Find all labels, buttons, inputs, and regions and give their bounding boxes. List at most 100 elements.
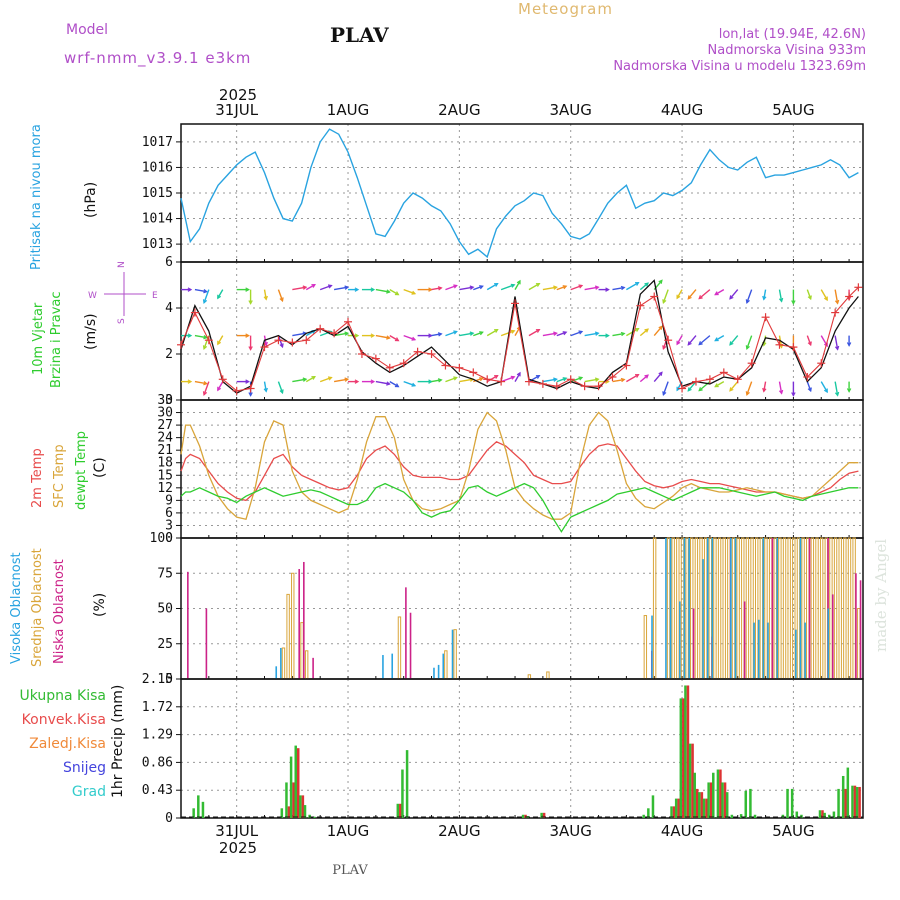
wind-arrow-head: [714, 337, 719, 342]
mid-cloud-bar: [703, 537, 708, 680]
wind-arrow: [445, 376, 457, 383]
wind-arrow: [612, 378, 625, 383]
y-tick-label: 1017: [142, 135, 173, 150]
wind-arrow-head: [807, 295, 812, 301]
wind-arrow-head: [469, 331, 475, 336]
y-tick-label: 0.43: [142, 783, 173, 798]
conv-precip-bar: [858, 786, 861, 818]
wind-arrow: [217, 381, 224, 391]
wind-arrow-head: [791, 392, 796, 397]
bottom-year-label: 2025: [219, 839, 257, 857]
y-tick-label: 2.15: [142, 672, 173, 687]
wind-arrow: [445, 330, 457, 337]
wind-arrow-head: [553, 285, 558, 290]
total-precip-bar: [396, 803, 400, 818]
y-tick-label: 2: [165, 347, 173, 362]
wind-arrow: [277, 289, 284, 302]
model-name: wrf-nmm_v3.9.1 e3km: [64, 49, 251, 68]
conv-precip-bar: [719, 769, 722, 818]
mid-cloud-bar: [843, 537, 847, 680]
wind-arrow: [542, 286, 557, 291]
high-cloud-bar: [711, 538, 714, 679]
conv-precip-bar: [292, 782, 295, 818]
wind-arrow-head: [202, 391, 208, 396]
wind-arrow-head: [370, 333, 376, 338]
wind-arrow-head: [823, 342, 828, 348]
wind-arrow-head: [217, 294, 222, 300]
mid-cloud-bar: [291, 572, 295, 680]
wind-arrow-head: [729, 341, 734, 346]
precip-legend-item: Konvek.Kisa: [22, 712, 106, 728]
wind-arrow: [698, 289, 711, 300]
panel-frame: [180, 399, 864, 539]
mid-cloud-bar: [286, 593, 290, 680]
wind-arrow-head: [834, 299, 840, 305]
mid-cloud-bar: [397, 616, 402, 680]
high-cloud-bar: [757, 619, 760, 679]
high-cloud-bar: [804, 622, 806, 679]
total-precip-bar: [716, 769, 720, 818]
mid-cloud-bar: [782, 537, 787, 680]
total-precip-bar: [651, 795, 655, 818]
wind-arrow-head: [202, 299, 208, 304]
panel-pressure: 1013 1014 1015 1016 1017: [142, 123, 864, 263]
total-precip-bar: [823, 812, 826, 818]
wind-arrow: [556, 331, 567, 337]
wind-arrow: [305, 375, 316, 383]
total-precip-bar: [280, 808, 284, 818]
total-precip-bar: [401, 769, 404, 818]
total-precip-bar: [841, 775, 845, 818]
wind-arrow: [389, 288, 399, 296]
conv-precip-bar: [677, 798, 680, 818]
mid-cloud-bar: [847, 537, 852, 680]
total-precip-bar: [739, 814, 743, 818]
conv-precip-bar: [853, 785, 857, 818]
wind-arrow: [486, 282, 498, 291]
low-cloud-bar: [187, 571, 189, 679]
top-day-label: 3AUG: [550, 101, 592, 119]
mid-cloud-bar: [764, 537, 768, 680]
wind-arrow-head: [676, 294, 681, 300]
wind-ylabel-2: Brzina i Pravac: [49, 291, 64, 388]
wind-arrow-head: [594, 285, 600, 290]
wind-arrow-head: [807, 387, 812, 393]
wind-arrow: [653, 371, 663, 383]
panel-frame: [180, 261, 864, 401]
pressure-line: [180, 128, 859, 259]
total-precip-bar: [790, 788, 794, 818]
conv-precip-bar: [700, 792, 704, 818]
wind-arrow-head: [729, 295, 734, 300]
total-precip-bar: [299, 795, 302, 818]
high-cloud-bar: [382, 655, 384, 679]
y-tick-label: 1.29: [142, 728, 173, 743]
wind-arrow-head: [187, 287, 193, 292]
high-cloud-bar: [734, 538, 737, 679]
wind-arrow-head: [202, 345, 208, 350]
y-tick-label: 1016: [142, 160, 173, 175]
high-cloud-bar: [730, 538, 732, 679]
conv-precip-bar: [705, 798, 708, 818]
wind-arrow-head: [620, 331, 626, 337]
wind-arrow-head: [605, 287, 610, 292]
wind-arrow: [194, 288, 207, 293]
total-precip-bar: [674, 798, 678, 818]
wind-arrow: [729, 335, 739, 346]
low-cloud-bar: [405, 587, 407, 679]
footer-station: PLAV: [332, 863, 368, 878]
wind-arrow-head: [535, 282, 541, 287]
mid-cloud-bar: [717, 537, 722, 680]
mid-cloud-bar: [453, 629, 457, 680]
wind-arrow-head: [344, 377, 350, 382]
conv-precip-bar: [682, 698, 685, 818]
pressure-ylabel: Pritisak na nivou mora: [29, 124, 44, 270]
wind-arrow: [194, 334, 207, 339]
wind-arrow: [639, 374, 649, 383]
total-precip-bar: [749, 788, 752, 818]
wind-arrow: [626, 373, 639, 383]
wind-arrow-head: [248, 392, 253, 397]
wind-arrow: [459, 332, 474, 337]
wind-arrow-head: [676, 340, 681, 346]
mid-cloud-bar: [444, 650, 448, 680]
mid-cloud-bar: [754, 537, 759, 680]
wind-arrow: [459, 286, 474, 291]
